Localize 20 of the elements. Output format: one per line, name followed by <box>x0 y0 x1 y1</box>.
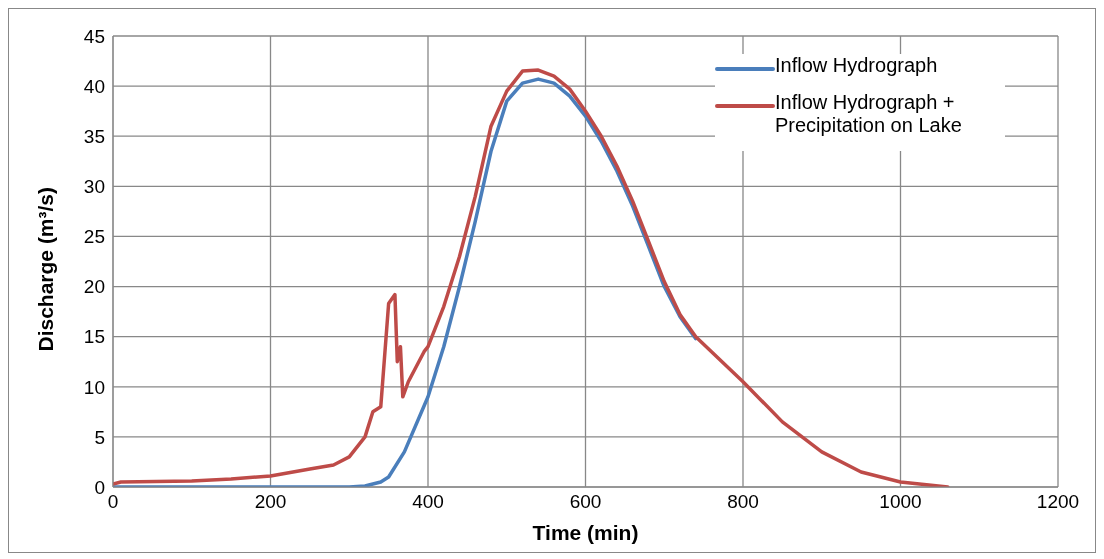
x-tick-label: 400 <box>412 491 444 513</box>
y-axis-title: Discharge (m³/s) <box>34 186 58 352</box>
x-tick-label: 200 <box>254 491 287 513</box>
y-tick-label: 40 <box>83 75 105 97</box>
y-tick-label: 35 <box>83 125 105 147</box>
x-tick-label: 1200 <box>1036 491 1080 513</box>
legend-label: Inflow Hydrograph + Precipitation on Lake <box>775 91 963 137</box>
y-tick-label: 5 <box>94 426 105 448</box>
y-tick-label: 25 <box>83 226 105 248</box>
x-tick-label: 800 <box>727 491 759 513</box>
y-tick-label: 0 <box>94 476 105 498</box>
y-tick-label: 10 <box>83 376 105 398</box>
x-axis-title: Time (min) <box>532 521 639 544</box>
y-tick-label: 20 <box>83 276 105 298</box>
y-tick-label: 30 <box>83 176 105 198</box>
x-tick-label: 600 <box>569 491 602 513</box>
y-tick-label: 15 <box>83 326 105 348</box>
legend-label: Inflow Hydrograph <box>775 54 938 77</box>
y-tick-label: 45 <box>83 25 105 47</box>
x-tick-label: 1000 <box>879 491 922 513</box>
